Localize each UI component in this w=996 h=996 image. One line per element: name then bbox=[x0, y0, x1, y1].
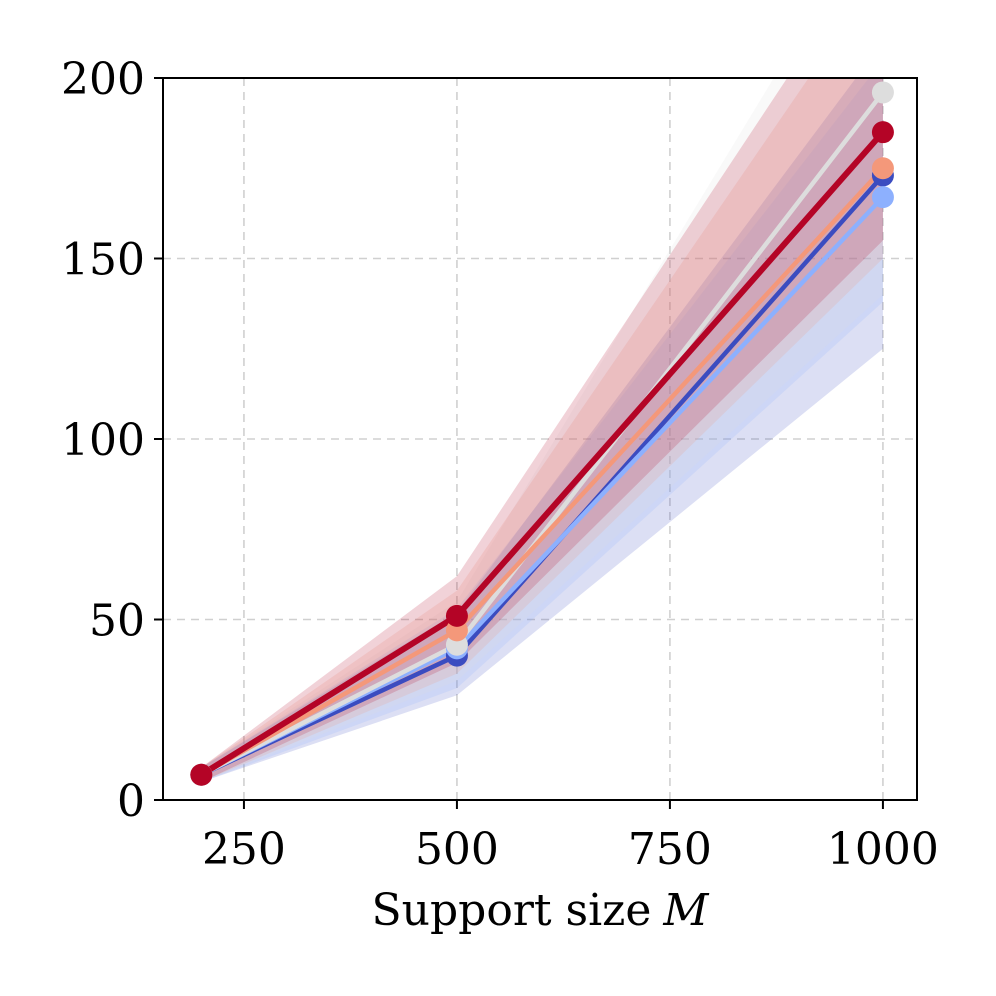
series-1-band bbox=[201, 78, 883, 782]
series-5-point bbox=[190, 763, 213, 786]
series-5-point bbox=[445, 604, 468, 627]
series-4-band bbox=[201, 78, 883, 782]
confidence-bands bbox=[201, 78, 883, 782]
y-tick-label: 50 bbox=[89, 596, 145, 647]
y-tick-label: 100 bbox=[61, 415, 145, 466]
y-tick-label: 200 bbox=[61, 54, 145, 105]
x-axis-title: Support size M bbox=[372, 885, 710, 936]
x-tick-label: 500 bbox=[415, 824, 499, 875]
series-5-point bbox=[871, 121, 894, 144]
series-4-point bbox=[871, 157, 894, 180]
axis-ticks: 250 500 750 1000 0 50 100 150 200 bbox=[61, 54, 939, 875]
series-3-band bbox=[201, 78, 883, 782]
series-markers bbox=[190, 81, 894, 786]
x-tick-label: 750 bbox=[628, 824, 712, 875]
y-tick-label: 150 bbox=[61, 235, 145, 286]
x-tick-label: 250 bbox=[202, 824, 286, 875]
series-2-point bbox=[871, 186, 894, 209]
series-5-band bbox=[201, 78, 883, 782]
y-tick-label: 0 bbox=[117, 776, 145, 827]
x-tick-label: 1000 bbox=[827, 824, 939, 875]
series-3-point bbox=[871, 81, 894, 104]
x-axis-label: Support size bbox=[372, 885, 652, 936]
x-axis-symbol: M bbox=[662, 885, 709, 936]
series-2-band bbox=[201, 78, 883, 782]
